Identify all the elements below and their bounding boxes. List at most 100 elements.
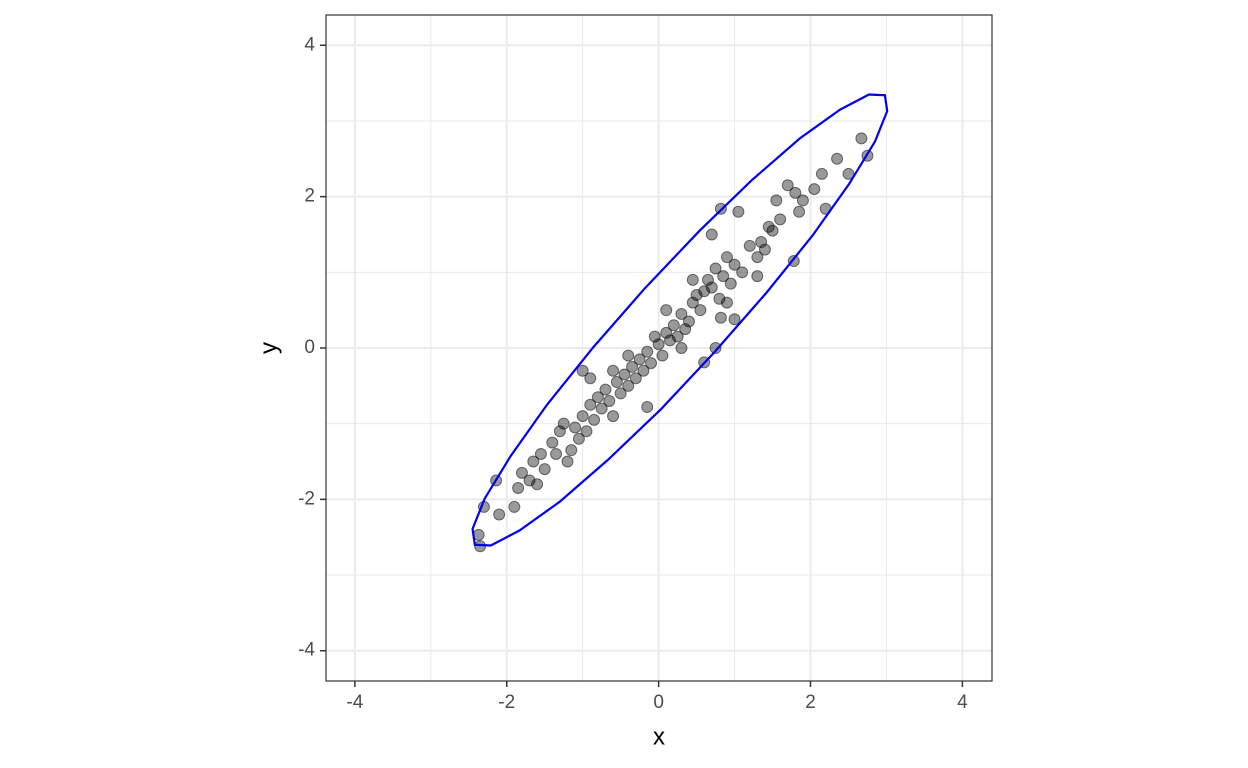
- point: [720, 296, 733, 309]
- point: [751, 270, 764, 283]
- point: [591, 391, 604, 404]
- x-tick-label: -4: [346, 692, 363, 713]
- point: [576, 410, 589, 423]
- x-tick-label: 2: [805, 692, 816, 713]
- point: [705, 281, 718, 294]
- point: [633, 353, 646, 366]
- point: [527, 455, 540, 468]
- point: [550, 447, 563, 460]
- point: [755, 236, 768, 249]
- y-tick-label: -2: [298, 488, 315, 509]
- point: [815, 167, 828, 180]
- point: [622, 349, 635, 362]
- y-tick-label: 0: [304, 337, 315, 358]
- point: [599, 383, 612, 396]
- point: [781, 179, 794, 192]
- point: [546, 436, 559, 449]
- point: [607, 410, 620, 423]
- point: [686, 273, 699, 286]
- x-tick-label: -2: [498, 692, 515, 713]
- point: [493, 508, 506, 521]
- point: [641, 345, 654, 358]
- point: [855, 132, 868, 145]
- point: [580, 425, 593, 438]
- point: [614, 387, 627, 400]
- point: [595, 402, 608, 415]
- point: [770, 194, 783, 207]
- point: [728, 258, 741, 271]
- point: [660, 304, 673, 317]
- point: [732, 205, 745, 218]
- point: [743, 239, 756, 252]
- point: [569, 421, 582, 434]
- y-tick-label: 4: [304, 34, 315, 55]
- point: [720, 251, 733, 264]
- point: [728, 313, 741, 326]
- point: [607, 364, 620, 377]
- point: [709, 262, 722, 275]
- point: [664, 334, 677, 347]
- point: [588, 413, 601, 426]
- point: [523, 474, 536, 487]
- point: [751, 251, 764, 264]
- point: [660, 326, 673, 339]
- point: [698, 285, 711, 298]
- point: [675, 307, 688, 320]
- point: [686, 296, 699, 309]
- point: [645, 357, 658, 370]
- point: [584, 372, 597, 385]
- y-tick-label: 2: [304, 186, 315, 207]
- point: [508, 500, 521, 513]
- point: [758, 243, 771, 256]
- point: [561, 455, 574, 468]
- point: [565, 444, 578, 457]
- point: [709, 342, 722, 354]
- x-tick-label: 4: [957, 692, 968, 713]
- point: [584, 398, 597, 411]
- point: [724, 277, 737, 290]
- panel-border: [325, 14, 993, 682]
- ellipse: [471, 93, 889, 547]
- point: [622, 379, 635, 392]
- point: [671, 330, 684, 343]
- x-axis-title: x: [653, 723, 665, 750]
- point: [690, 289, 703, 302]
- point: [713, 292, 726, 305]
- y-axis-title: y: [255, 342, 282, 354]
- point: [694, 304, 707, 317]
- point: [629, 372, 642, 385]
- y-tick-label: -4: [298, 640, 315, 661]
- point: [531, 478, 544, 491]
- point: [793, 205, 806, 218]
- point: [762, 220, 775, 233]
- point: [512, 482, 525, 495]
- point: [553, 425, 566, 438]
- point: [572, 432, 585, 445]
- point: [682, 315, 695, 328]
- point: [796, 194, 809, 207]
- point: [603, 394, 616, 407]
- point: [626, 360, 639, 373]
- point: [705, 228, 718, 241]
- point: [641, 401, 654, 414]
- point: [667, 319, 680, 332]
- point: [652, 338, 665, 351]
- point: [557, 417, 570, 430]
- point: [831, 152, 844, 165]
- point: [736, 266, 749, 279]
- point: [656, 349, 669, 362]
- point: [538, 463, 551, 476]
- point: [675, 342, 688, 354]
- point: [618, 368, 631, 381]
- point: [648, 330, 661, 343]
- point: [637, 364, 650, 377]
- x-tick-label: 0: [653, 692, 664, 713]
- point: [789, 186, 802, 199]
- point: [610, 376, 623, 389]
- point: [515, 466, 528, 479]
- point: [679, 323, 692, 336]
- point: [714, 311, 727, 324]
